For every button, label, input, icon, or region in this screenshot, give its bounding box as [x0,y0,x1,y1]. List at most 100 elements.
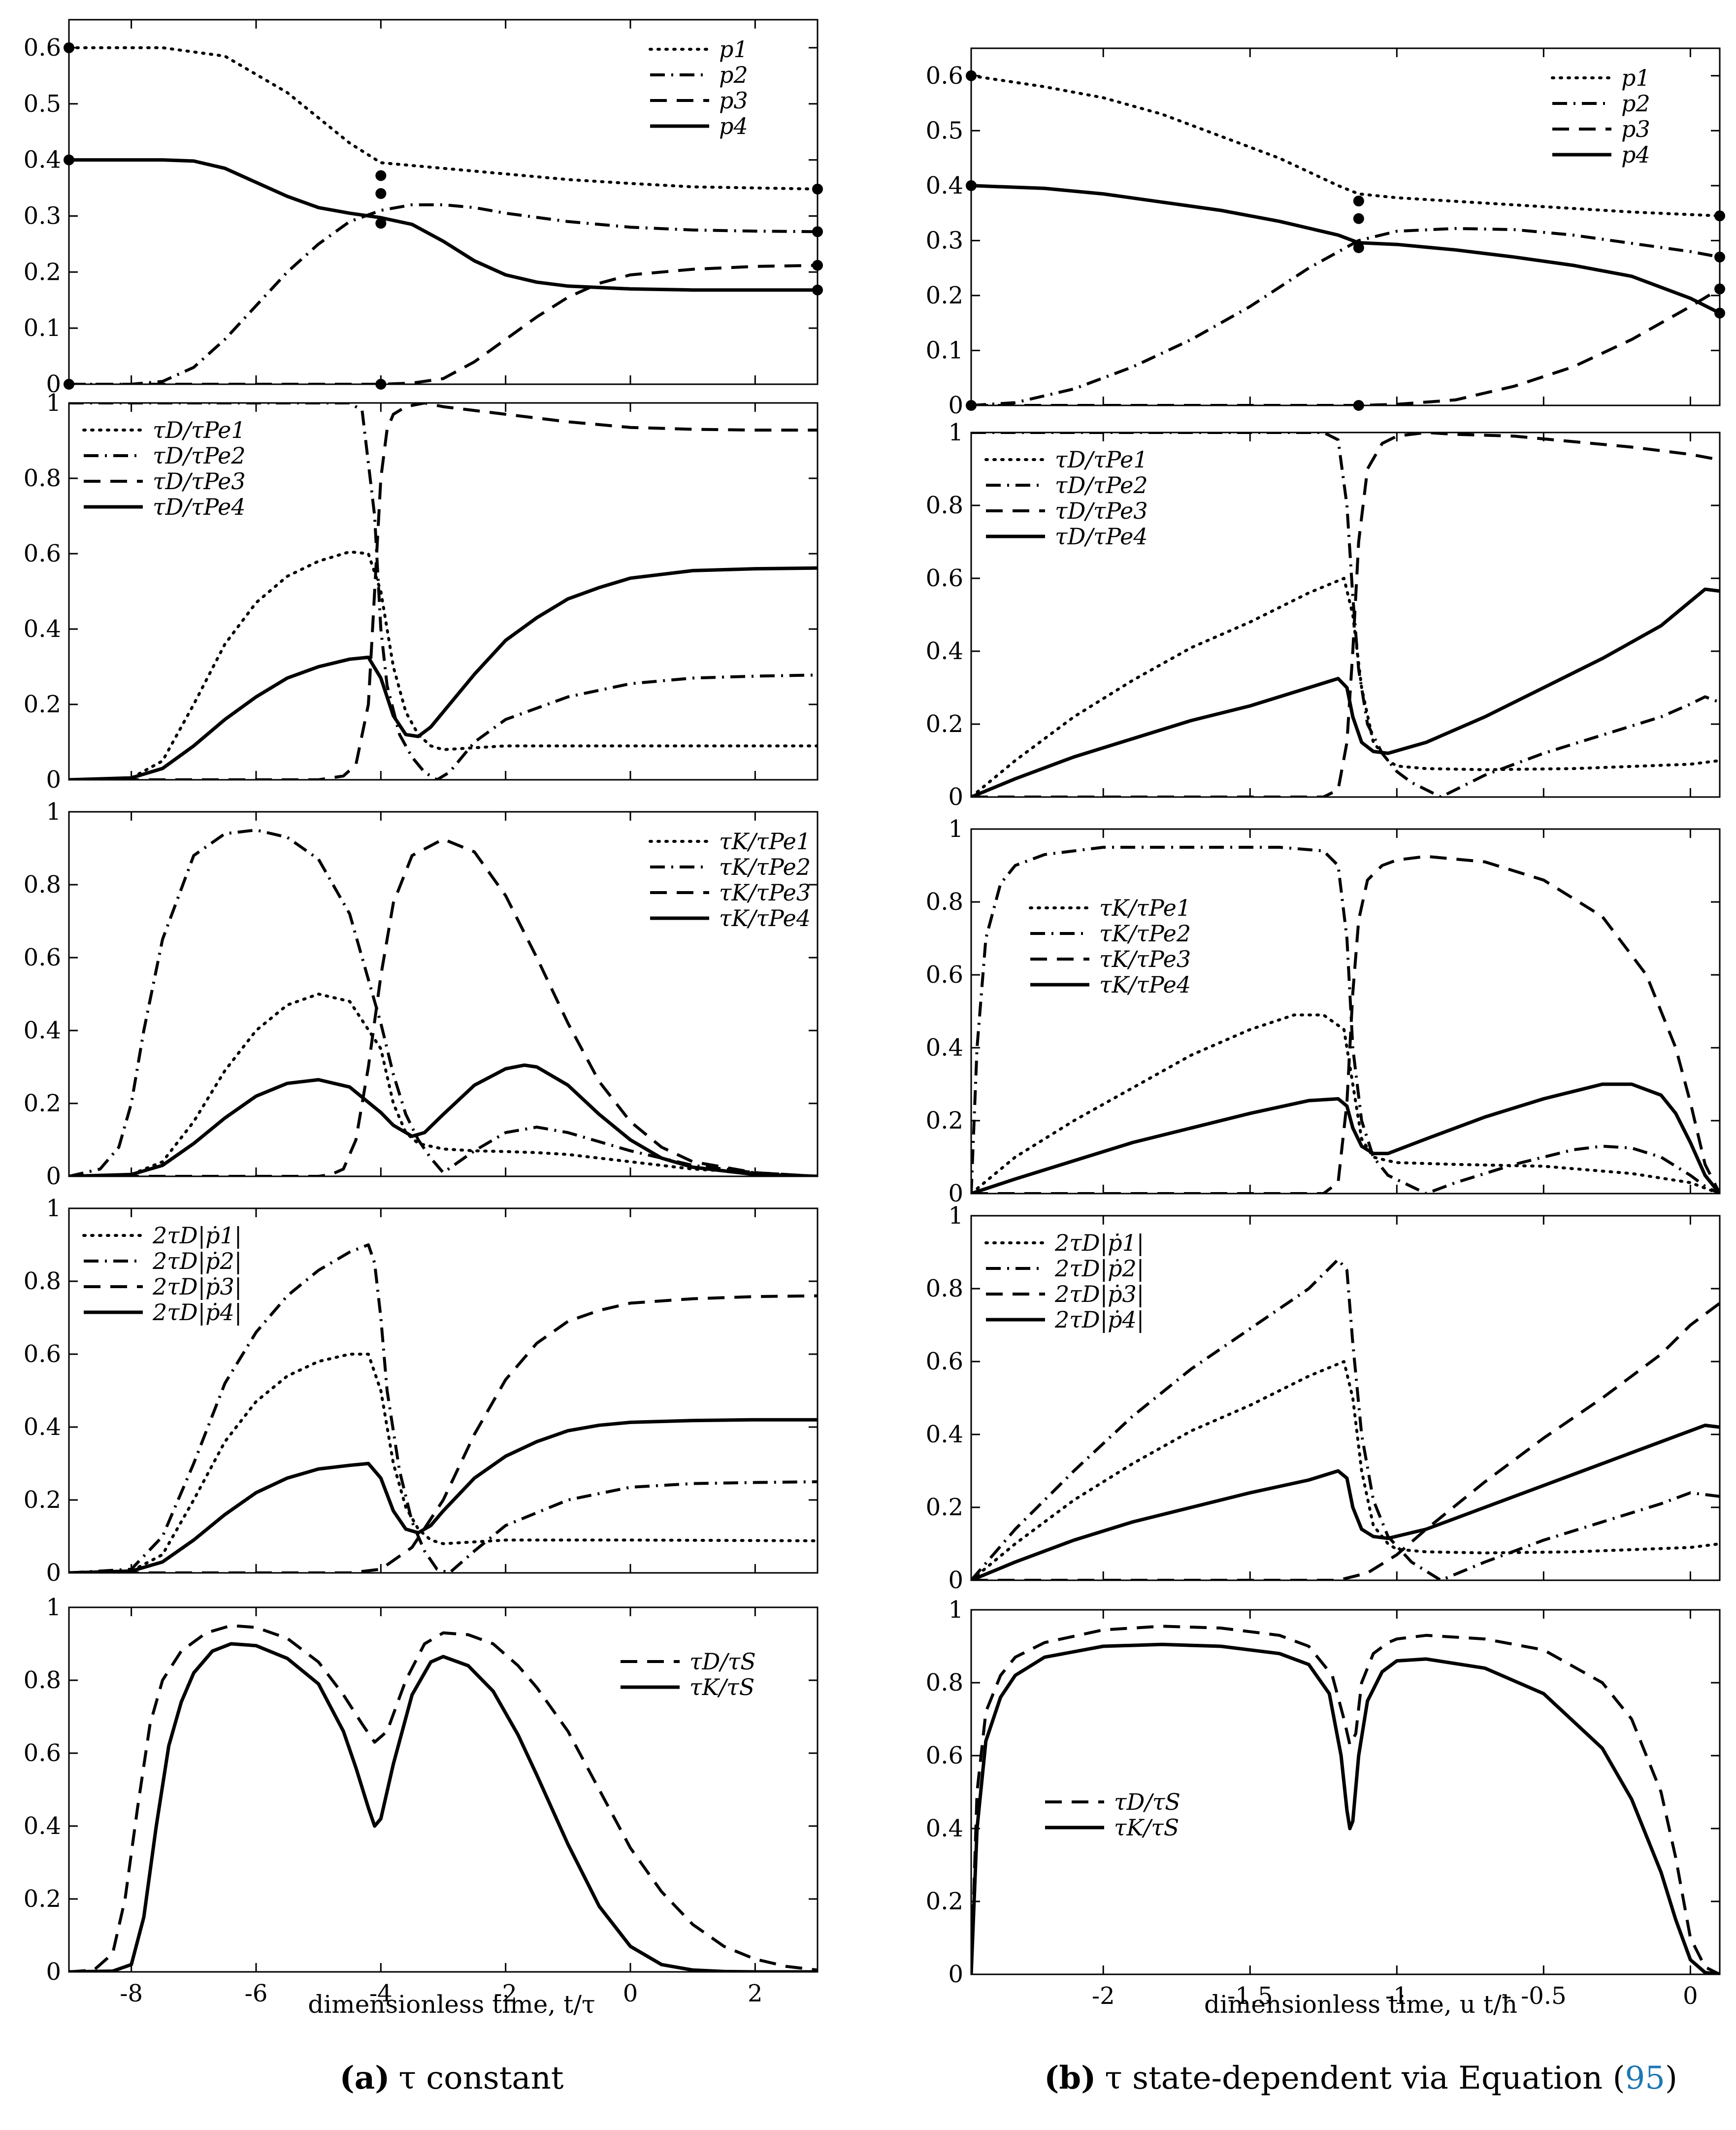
x-tick-label: -6 [245,1980,268,2007]
y-tick-label: 0 [948,392,963,419]
x-tick-label: -4 [369,1980,393,2007]
y-tick-label: 0.2 [24,258,61,286]
series-line-dashed [971,287,1720,405]
legend-label: τK/τS [689,1674,754,1700]
series-line-dashed [69,403,818,780]
y-tick-label: 0.6 [24,1340,61,1368]
y-tick-label: 0.6 [926,1742,963,1769]
legend-label: τD/τPe2 [1055,472,1148,499]
state-marker [64,154,74,166]
legend-label: p3 [1621,116,1650,142]
state-marker [812,183,823,195]
legend-label: p4 [719,113,748,139]
y-tick-label: 0.1 [926,336,963,364]
series-line-dashed [971,1625,1720,1974]
y-tick-label: 1 [46,389,61,417]
y-tick-label: 0 [948,1180,963,1207]
series-line-solid [69,158,818,292]
caption-a: (a) τ constant [339,2060,563,2097]
x-tick-label: -0.5 [1521,1982,1567,2010]
y-tick-label: 0.8 [24,1666,61,1694]
legend-label: 2τD|ṗ2| [1054,1255,1144,1282]
state-marker [1353,196,1364,207]
caption-b-letter: (b) [1044,2060,1096,2097]
legend-label: p1 [1621,65,1650,91]
y-tick-label: 0.6 [926,961,963,989]
y-tick-label: 1 [46,1594,61,1621]
y-tick-label: 0 [948,783,963,811]
series-line-dashed [971,433,1720,797]
series-line-dashed [69,1624,818,1972]
y-tick-label: 0.4 [24,615,61,643]
series-line-dotted [971,577,1720,797]
legend-label: τD/τPe1 [1055,446,1148,473]
plot-frame [68,1207,819,1574]
state-marker [375,379,387,390]
state-marker [64,379,74,390]
state-marker [1714,307,1725,319]
legend-label: τD/τPe1 [153,417,246,443]
plot-frame [970,432,1721,798]
series-line-solid [971,1642,1720,1974]
y-tick-label: 0.4 [926,637,963,665]
y-tick-label: 0.2 [24,1486,61,1514]
legend-label: p1 [719,36,748,63]
panel-b2: 0 0.2 0.4 0.6 0.8 1 τD/τPe1τD/τPe2τD/τPe3τD/τP… [926,419,1721,811]
x-tick-label: -2 [1092,1982,1115,2010]
plot-frame [68,811,819,1177]
legend-label: τK/τPe4 [719,905,811,932]
y-tick-label: 0 [46,1559,61,1587]
x-axis-label-b: dimensionless time, u t/ħ [1204,1990,1517,2019]
state-marker [1353,400,1364,411]
panel-a2: 0 0.2 0.4 0.6 0.8 1 τD/τPe1τD/τPe2τD/τPe3τD/τP… [24,389,819,794]
plot-frame [68,19,819,385]
legend-label: τK/τPe3 [719,879,811,906]
legend-label: 2τD|ṗ3| [152,1273,242,1300]
x-tick-label: -1.5 [1227,1982,1273,2010]
y-tick-label: 0 [948,1566,963,1594]
state-marker [1714,283,1725,295]
y-tick-label: 0.2 [24,1090,61,1117]
y-tick-label: 0.4 [926,1815,963,1842]
series-line-solid [971,587,1720,797]
state-marker [812,226,823,237]
series-line-solid [971,184,1720,315]
legend-label: τD/τS [1114,1789,1180,1815]
y-tick-label: 0.6 [24,540,61,567]
legend-label: τK/τPe3 [1099,946,1191,972]
plot-frame [68,402,819,781]
y-tick-label: 0 [46,1163,61,1190]
y-tick-label: 0.4 [24,1413,61,1441]
y-tick-label: 0.3 [24,202,61,230]
series-line-dashdot [971,846,1720,1194]
y-tick-label: 0.6 [24,944,61,971]
y-tick-label: 0.4 [926,1421,963,1448]
y-tick-label: 0 [46,1958,61,1986]
series-line-dashed [971,1302,1720,1580]
y-tick-label: 0.4 [24,146,61,174]
plot-frame [970,828,1721,1195]
plot-frame [970,1609,1721,1975]
series-line-dashed [69,1294,818,1573]
y-tick-label: 0.8 [24,871,61,899]
state-marker [64,42,74,53]
series-line-dashed [971,855,1720,1194]
y-tick-label: 0 [46,766,61,794]
legend-label: τD/τPe2 [153,442,246,469]
y-tick-label: 1 [948,1202,963,1230]
y-tick-label: 0.2 [926,1107,963,1134]
y-tick-label: 0.8 [24,1267,61,1295]
legend-label: τK/τPe1 [1099,895,1191,921]
legend-label: p2 [1621,90,1650,117]
series-line-dashdot [69,829,818,1176]
series-line-dashdot [69,1243,818,1573]
y-tick-label: 0.5 [926,117,963,144]
legend-label: 2τD|ṗ1| [1054,1230,1144,1256]
series-line-dashdot [971,433,1720,797]
series-line-solid [69,1642,818,1972]
caption-b-equation-link[interactable]: 95 [1625,2060,1665,2097]
y-tick-label: 0.8 [926,492,963,519]
